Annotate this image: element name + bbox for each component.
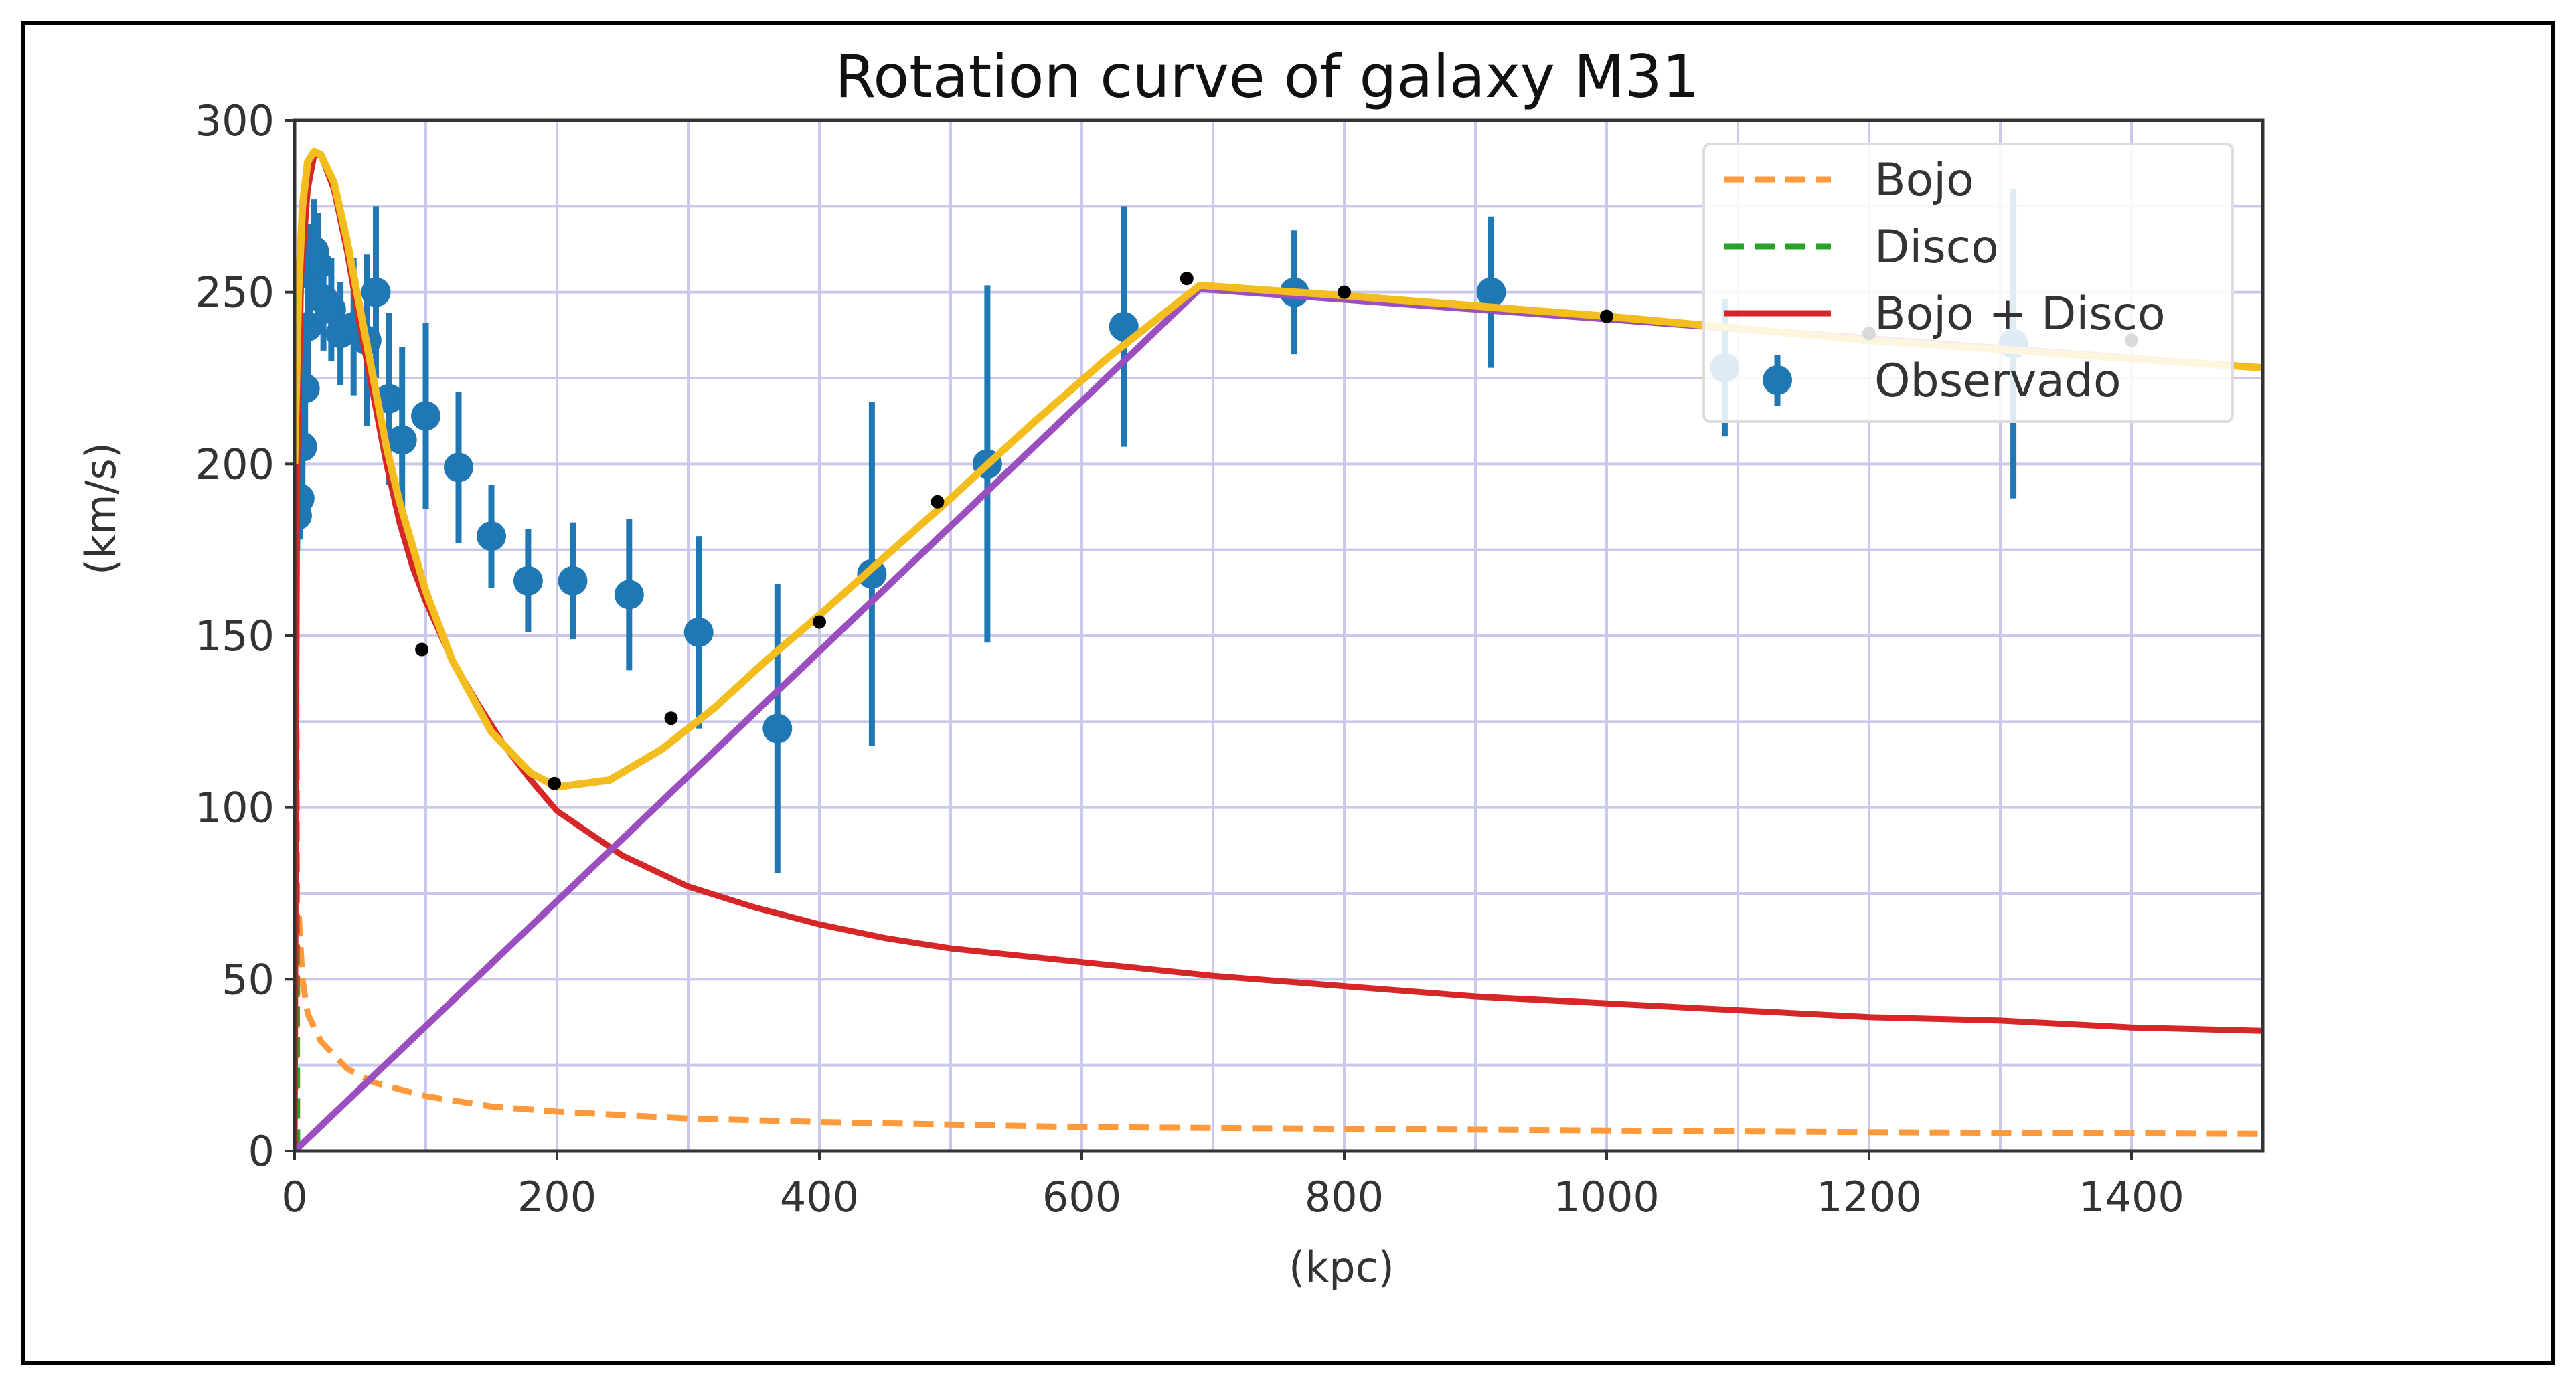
x-tick-label: 600 [1042,1172,1121,1221]
y-tick-label: 50 [222,955,274,1004]
observado-point [411,401,440,431]
legend-swatch-observado [1763,365,1792,395]
legend-label: Bojo + Disco [1874,288,2166,341]
legend-label: Observado [1874,355,2121,408]
y-tick-label: 250 [195,268,274,317]
observado-point [614,580,644,610]
x-tick-label: 400 [780,1172,859,1221]
tick-layer: 0 200 400 600 800 1000 1200 1400 0 50 100 150 200 250… [195,96,2184,1221]
x-tick-label: 0 [281,1172,307,1221]
observado-point [444,452,473,483]
y-tick-label: 0 [248,1127,274,1176]
observado-point [683,617,714,647]
fit-marker [415,642,429,657]
legend-label: Bojo [1874,154,1974,207]
legend-label: Disco [1874,221,1999,274]
fit-marker [664,711,678,725]
observado-point [477,521,506,551]
series-layer [295,147,2263,1151]
x-tick-label: 800 [1305,1172,1384,1221]
bojo-line [295,907,2263,1151]
observado-point [1476,277,1506,307]
observado-point [387,425,417,455]
combined-fit-line [295,147,2263,791]
x-axis-title: (kpc) [1289,1243,1394,1292]
observado-point [1109,312,1139,341]
fit-marker [813,615,826,629]
y-tick-label: 200 [195,440,274,489]
observado-point [361,277,391,307]
x-tick-label: 1200 [1816,1172,1922,1221]
plot-area [293,118,2265,1153]
observado-point [558,566,588,596]
y-tick-label: 100 [195,784,274,833]
x-tick-label: 1400 [2079,1172,2184,1221]
x-tick-label: 200 [517,1172,596,1221]
y-tick-label: 300 [195,96,274,145]
observado-point [762,713,793,744]
legend: Bojo Disco Bojo + Disco Observado [1702,143,2234,423]
fit-marker [548,776,562,790]
fit-marker [1600,309,1613,323]
observado-point [513,566,543,596]
fit-marker [931,495,945,509]
chart-title: Rotation curve of galaxy M31 [835,42,1700,111]
fit-marker [1180,272,1194,286]
legend-box [1702,143,2234,423]
fit-marker [1338,285,1351,299]
y-tick-label: 150 [195,612,274,661]
grid-layer [295,120,2263,1151]
x-tick-label: 1000 [1554,1172,1660,1221]
y-axis-title: (km/s) [76,442,125,575]
